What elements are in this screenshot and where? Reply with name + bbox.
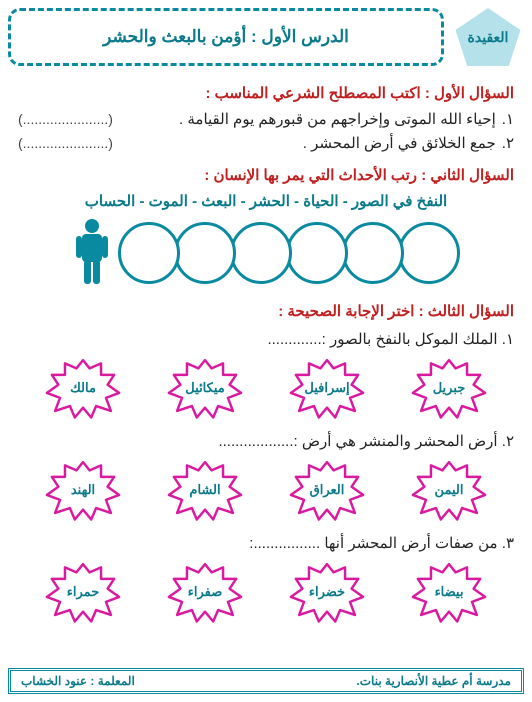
q3-subquestion: ٢. أرض المحشر والمنشر هي أرض :..........… [18, 432, 514, 450]
option-label: حمراء [67, 584, 99, 600]
footer-teacher: المعلمة : عنود الخشاب [21, 674, 135, 688]
question-3: السؤال الثالث : اختر الإجابة الصحيحة : ١… [18, 302, 514, 626]
footer-school: مدرسة أم عطية الأنصارية بنات. [356, 674, 511, 688]
q1-item: ١. إحياء الله الموتى وإخراجهم من قبورهم … [18, 110, 514, 128]
category-text: العقيدة [468, 29, 509, 46]
person-icon [72, 218, 112, 288]
option-splat[interactable]: ميكائيل [164, 354, 246, 422]
q2-prompt: السؤال الثاني : رتب الأحداث التي يمر بها… [18, 166, 514, 184]
q3-subquestion: ٣. من صفات أرض المحشر أنها .............… [18, 534, 514, 552]
q3-options-row: بيضاء خضراء صفراء حمراء [18, 558, 514, 626]
answer-circle[interactable] [286, 222, 348, 284]
option-splat[interactable]: اليمن [408, 456, 490, 524]
option-label: صفراء [188, 584, 223, 600]
q1-item-text: إحياء الله الموتى وإخراجهم من قبورهم يوم… [113, 110, 496, 128]
option-label: الشام [189, 482, 220, 498]
q3-options-row: جبريل إسرافيل ميكائيل مالك [18, 354, 514, 422]
answer-circle[interactable] [174, 222, 236, 284]
option-splat[interactable]: الشام [164, 456, 246, 524]
option-label: خضراء [309, 584, 345, 600]
q3-subquestion: ١. الملك الموكل بالنفخ بالصور :.........… [18, 330, 514, 348]
q2-circles [118, 222, 460, 284]
answer-circle[interactable] [342, 222, 404, 284]
q1-item-blank[interactable]: (......................) [18, 135, 113, 151]
option-splat[interactable]: العراق [286, 456, 368, 524]
q3-prompt: السؤال الثالث : اختر الإجابة الصحيحة : [18, 302, 514, 320]
q3-sub-dots[interactable]: :.................. [218, 433, 297, 450]
option-splat[interactable]: جبريل [408, 354, 490, 422]
option-label: جبريل [433, 380, 466, 396]
question-2: السؤال الثاني : رتب الأحداث التي يمر بها… [18, 166, 514, 288]
option-splat[interactable]: الهند [42, 456, 124, 524]
q1-item-num: ٢. [502, 134, 514, 152]
answer-circle[interactable] [398, 222, 460, 284]
question-1: السؤال الأول : اكتب المصطلح الشرعي المنا… [18, 84, 514, 152]
option-splat[interactable]: صفراء [164, 558, 246, 626]
option-splat[interactable]: خضراء [286, 558, 368, 626]
q2-word-bank: النفخ في الصور - الحياة - الحشر - البعث … [18, 192, 514, 210]
option-splat[interactable]: إسرافيل [286, 354, 368, 422]
q3-sub-dots[interactable]: ................: [249, 535, 320, 552]
option-splat[interactable]: بيضاء [408, 558, 490, 626]
q3-sub-dots[interactable]: :............. [267, 331, 325, 348]
q3-sub-text: الملك الموكل بالنفخ بالصور [326, 331, 498, 348]
q3-sub-num: ٣. [502, 535, 514, 552]
category-badge: العقيدة [452, 8, 524, 66]
option-label: مالك [70, 380, 96, 396]
q3-sub-text: من صفات أرض المحشر أنها [320, 535, 497, 552]
lesson-title: الدرس الأول : أؤمن بالبعث والحشر [103, 27, 349, 47]
q1-prompt: السؤال الأول : اكتب المصطلح الشرعي المنا… [18, 84, 514, 102]
option-label: اليمن [435, 482, 464, 498]
option-label: إسرافيل [304, 380, 349, 396]
option-label: ميكائيل [185, 380, 224, 396]
option-label: العراق [310, 482, 345, 498]
footer: مدرسة أم عطية الأنصارية بنات. المعلمة : … [8, 668, 524, 694]
q3-sub-num: ١. [502, 331, 514, 348]
q1-item: ٢. جمع الخلائق في أرض المحشر . (........… [18, 134, 514, 152]
option-splat[interactable]: حمراء [42, 558, 124, 626]
q3-options-row: اليمن العراق الشام الهند [18, 456, 514, 524]
q3-sub-text: أرض المحشر والمنشر هي أرض [298, 433, 498, 450]
option-label: بيضاء [435, 584, 464, 600]
answer-circle[interactable] [118, 222, 180, 284]
q1-item-text: جمع الخلائق في أرض المحشر . [113, 134, 496, 152]
lesson-title-box: الدرس الأول : أؤمن بالبعث والحشر [8, 8, 444, 66]
answer-circle[interactable] [230, 222, 292, 284]
option-splat[interactable]: مالك [42, 354, 124, 422]
q3-sub-num: ٢. [502, 433, 514, 450]
q1-item-blank[interactable]: (......................) [18, 111, 113, 127]
option-label: الهند [71, 482, 95, 498]
q1-item-num: ١. [502, 110, 514, 128]
